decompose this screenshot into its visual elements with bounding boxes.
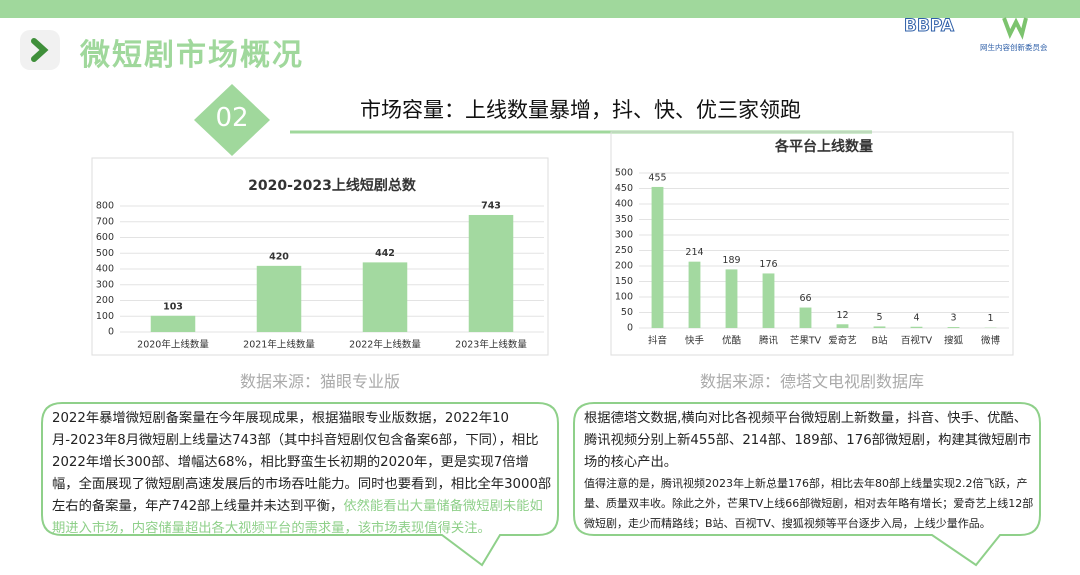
x-tick-label: 抖音 [648,335,667,347]
x-tick-label: 快手 [685,335,705,347]
y-tick-label: 350 [615,214,633,225]
y-tick-label: 400 [96,264,114,275]
bar [910,326,923,328]
x-tick-label: 微博 [981,335,1001,347]
bar [651,186,664,328]
data-label: 214 [685,247,703,258]
top-band [0,0,1080,18]
note-text: 根据德塔文数据,横向对比各视频平台微短剧上新数量，抖音、快手、优酷、腾讯视频分别… [584,411,1032,470]
y-tick-label: 450 [615,183,633,194]
bar [150,315,196,332]
y-tick-label: 50 [621,307,633,318]
bar [873,326,886,328]
data-label: 442 [375,248,395,259]
icon-arrow [31,38,49,62]
data-label: 1 [987,313,993,324]
chart-title: 各平台上线数量 [774,138,873,155]
note-bubble [573,402,1041,567]
bar [762,273,775,328]
data-label: 743 [481,200,501,211]
note-bubble [41,402,559,567]
data-label: 455 [648,172,666,183]
x-tick-label: 2021年上线数量 [243,339,315,351]
bar [362,262,408,332]
chart-title: 2020-2023上线短剧总数 [248,177,417,194]
section-number: 02 [215,103,249,133]
x-tick-label: B站 [871,335,888,347]
bar [256,265,302,332]
data-label: 3 [950,313,956,324]
chart-frame [91,157,549,356]
y-tick-label: 0 [108,327,114,338]
x-tick-label: 百视TV [901,335,933,347]
note: 2022年暴增微短剧备案量在今年展现成果，根据猫眼专业版数据，2022年10月-… [52,408,552,540]
y-tick-label: 200 [96,295,114,306]
data-label: 66 [799,293,811,304]
y-tick-label: 800 [96,201,114,212]
bar [725,269,738,328]
logo-mark [1002,17,1028,40]
x-tick-label: 2020年上线数量 [137,339,209,351]
bar [799,307,812,328]
page-title: 微短剧市场概况 [80,38,304,73]
y-tick-label: 250 [615,245,633,256]
x-tick-label: 优酷 [722,335,742,347]
data-label: 420 [269,251,289,262]
data-label: 189 [722,255,740,266]
chart: 各平台上线数量 0 50 100 150 200 250 300 350 400 450 500 抖音 4… [615,138,1009,347]
x-tick-label: 腾讯 [759,335,779,347]
note-detail: 值得注意的是，腾讯视频2023年上新总量176部，相比去年80部上线量实现2.2… [584,477,1034,530]
logo: BBPA [904,16,955,36]
bar [836,324,849,328]
bar [688,261,701,328]
note-text: 2022年暴增微短剧备案量在今年展现成果，根据猫眼专业版数据，2022年10月-… [52,411,552,514]
y-tick-label: 200 [615,261,633,272]
chart: 2020-2023上线短剧总数 0 100 200 300 400 500 600 700 800… [96,177,544,351]
number-badge [194,84,270,156]
y-tick-label: 150 [615,276,633,287]
source: 数据来源：猫眼专业版 [239,372,400,391]
y-tick-label: 0 [627,323,633,334]
chart-frame [610,131,1014,356]
source: 数据来源：德塔文电视剧数据库 [699,372,924,391]
bar [947,327,960,328]
logo-caption: 网生内容创新委员会 [980,43,1048,52]
data-label: 176 [759,259,777,270]
section-heading: 市场容量：上线数量暴增，抖、快、优三家领跑 [360,98,801,122]
x-tick-label: 爱奇艺 [828,335,857,347]
data-label: 12 [836,310,848,321]
x-tick-label: 搜狐 [944,335,964,347]
bar [468,214,514,332]
x-tick-label: 2022年上线数量 [349,339,421,351]
y-tick-label: 500 [96,248,114,259]
y-tick-label: 300 [615,230,633,241]
x-tick-label: 芒果TV [790,335,822,347]
y-tick-label: 100 [96,311,114,322]
data-label: 5 [876,312,882,323]
note-highlight: 依然能看出大量储备微短剧未能如期进入市场，内容储量超出各大视频平台的需求量，该市… [52,499,543,536]
x-tick-label: 2023年上线数量 [455,339,527,351]
y-tick-label: 600 [96,232,114,243]
y-tick-label: 400 [615,199,633,210]
data-label: 4 [913,312,919,323]
y-tick-label: 700 [96,216,114,227]
note: 根据德塔文数据,横向对比各视频平台微短剧上新数量，抖音、快手、优酷、腾讯视频分别… [584,408,1034,534]
y-tick-label: 300 [96,279,114,290]
y-tick-label: 500 [615,168,633,179]
data-label: 103 [163,301,183,312]
y-tick-label: 100 [615,292,633,303]
